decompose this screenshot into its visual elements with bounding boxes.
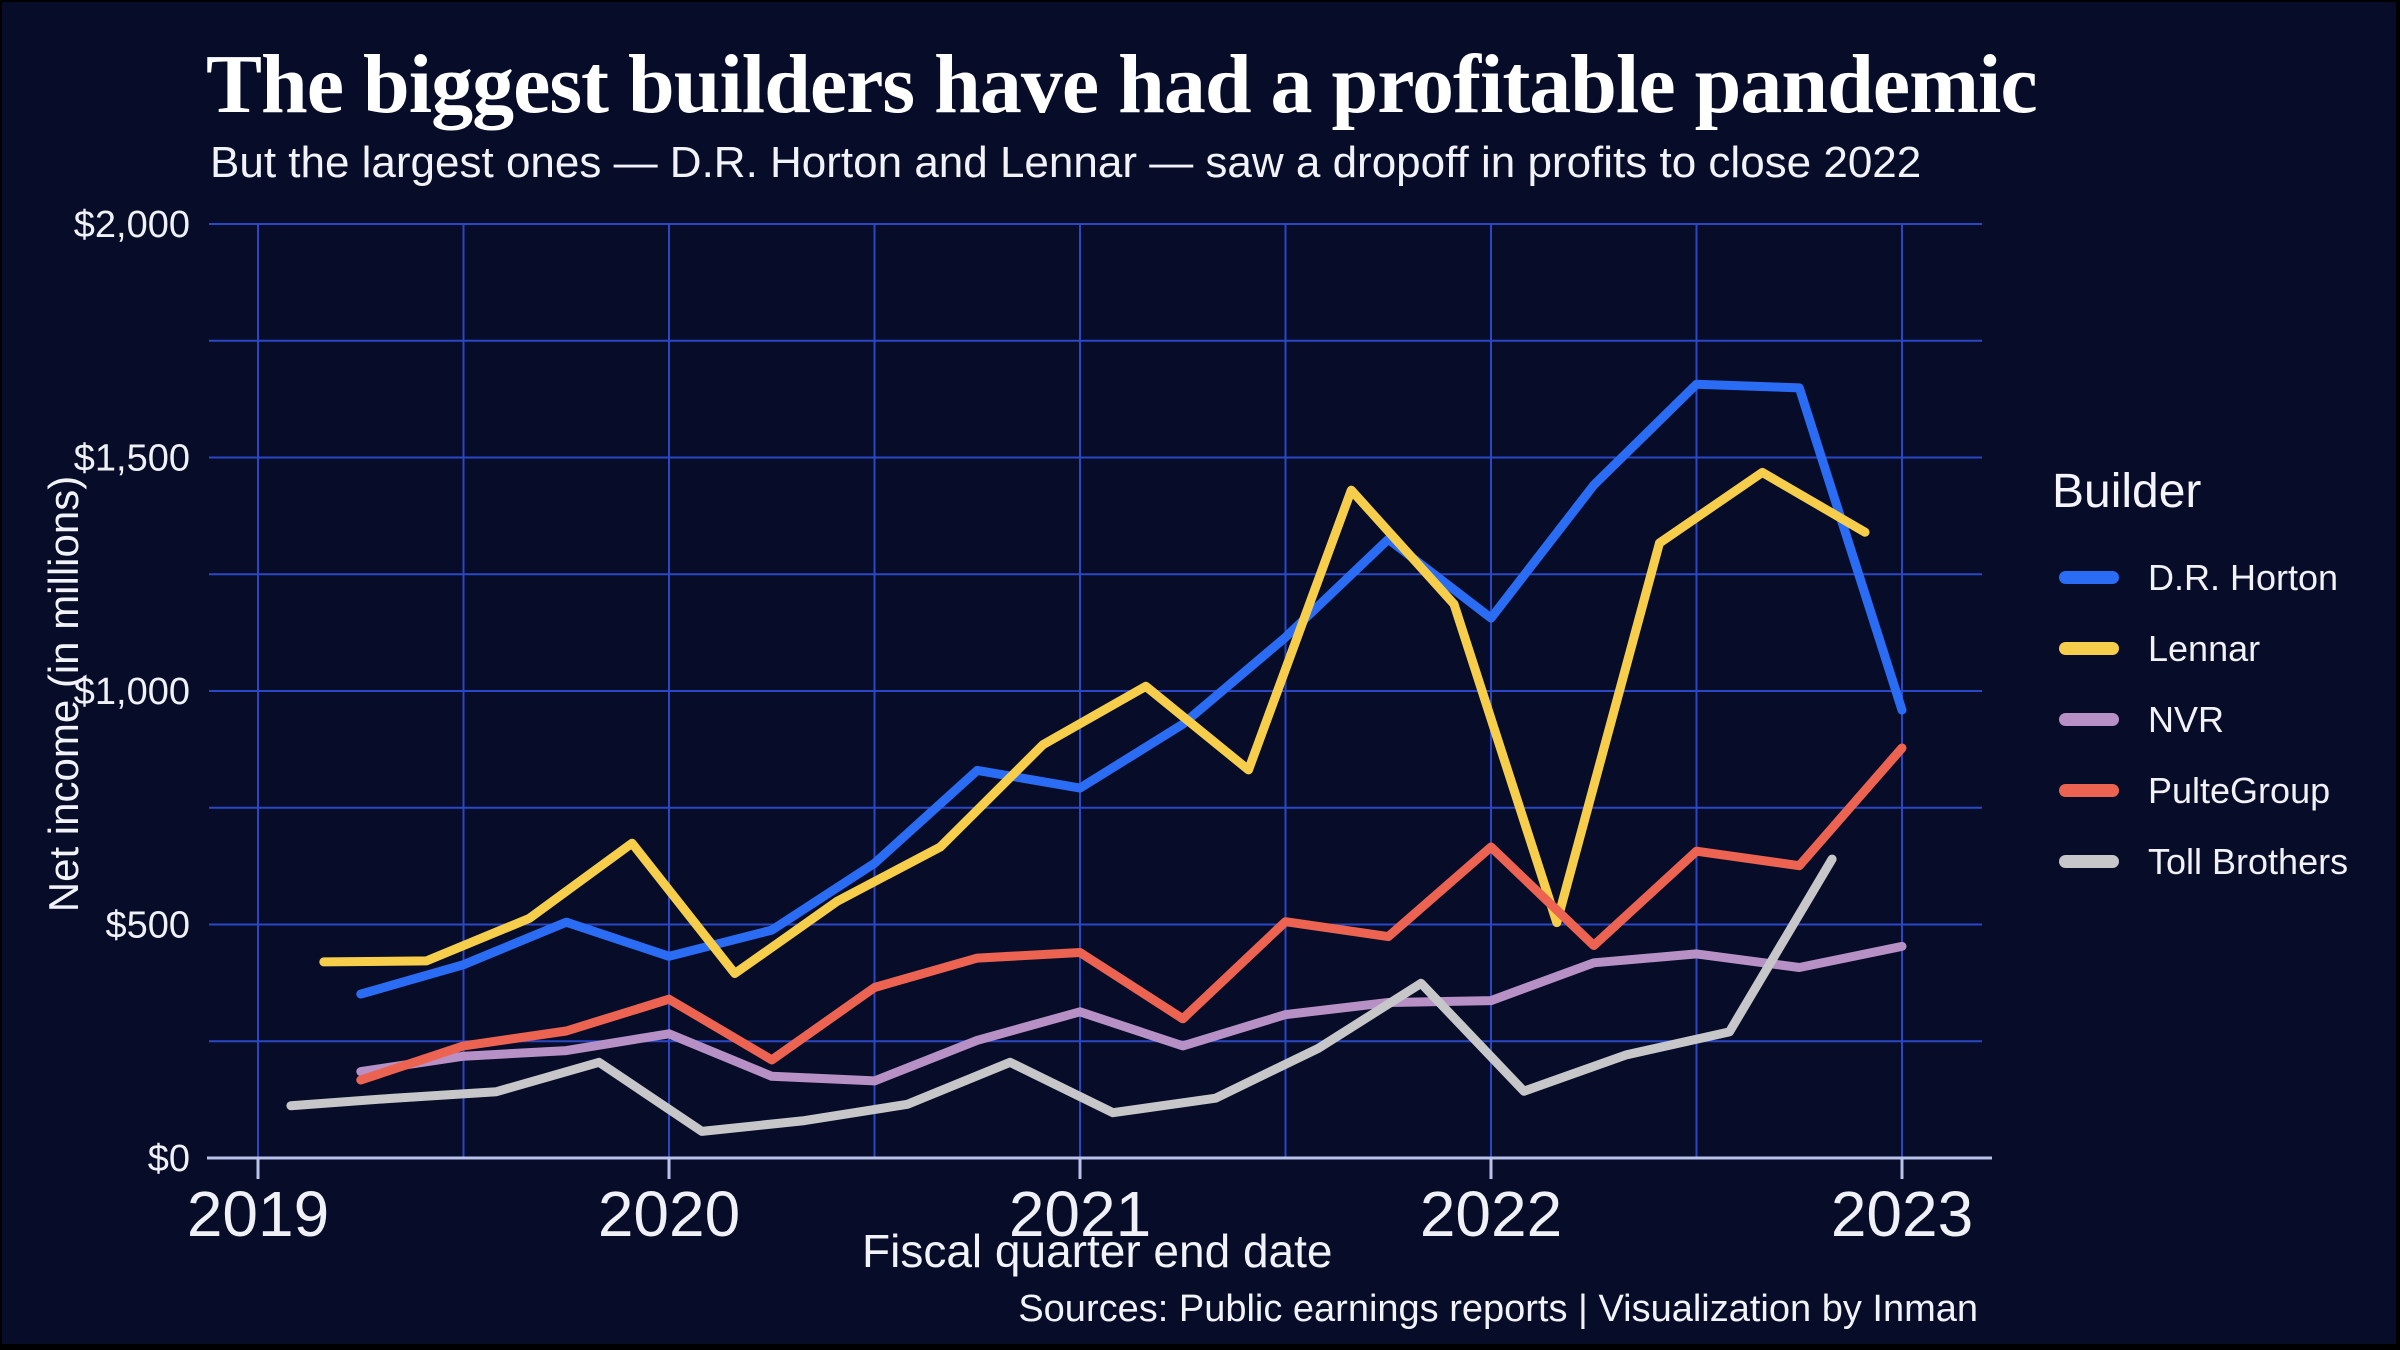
y-tick-label: $1,500 (74, 438, 190, 480)
y-tick-label: $0 (148, 1138, 190, 1180)
x-axis-title: Fiscal quarter end date (862, 1225, 1333, 1277)
x-tick-label: 2023 (1831, 1178, 1973, 1250)
legend-label: NVR (2148, 699, 2225, 740)
x-tick-labels: 2019 2020 2021 2022 2023 (187, 1178, 1973, 1250)
series-lines (286, 379, 1907, 1136)
y-tick-labels: $0 $500 $1,000 $1,500 $2,000 (74, 204, 190, 1180)
x-tick-label: 2020 (598, 1178, 740, 1250)
legend-swatch (2059, 571, 2119, 584)
y-tick-label: $2,000 (74, 204, 190, 246)
y-tick-label: $1,000 (74, 671, 190, 713)
legend-swatch (2059, 855, 2119, 868)
series-line-nvr (356, 941, 1907, 1086)
legend-swatch (2059, 713, 2119, 726)
source-attribution: Sources: Public earnings reports | Visua… (1018, 1288, 1978, 1330)
series-line-toll-brothers (286, 854, 1837, 1136)
legend-title: Builder (2052, 465, 2202, 518)
legend: Builder D.R. Horton Lennar NVR PulteGroup To… (2052, 464, 2392, 894)
legend-swatch (2059, 642, 2119, 655)
legend-label: D.R. Horton (2148, 557, 2339, 598)
legend-label: Lennar (2148, 628, 2261, 669)
legend-label: Toll Brothers (2148, 841, 2349, 882)
x-tick-label: 2019 (187, 1178, 329, 1250)
legend-label: PulteGroup (2148, 770, 2331, 811)
chart-subtitle: But the largest ones — D.R. Horton and L… (210, 138, 1922, 187)
legend-swatch (2059, 784, 2119, 797)
chart-title: The biggest builders have had a profitab… (206, 38, 2038, 131)
series-line-pultegroup (356, 743, 1907, 1085)
series-line-lennar (319, 467, 1870, 978)
series-line-d-r-horton (356, 379, 1907, 999)
x-tick-label: 2022 (1420, 1178, 1562, 1250)
x-axis (207, 1156, 1992, 1179)
x-tick-label: 2021 (1009, 1178, 1151, 1250)
y-tick-label: $500 (105, 905, 190, 947)
